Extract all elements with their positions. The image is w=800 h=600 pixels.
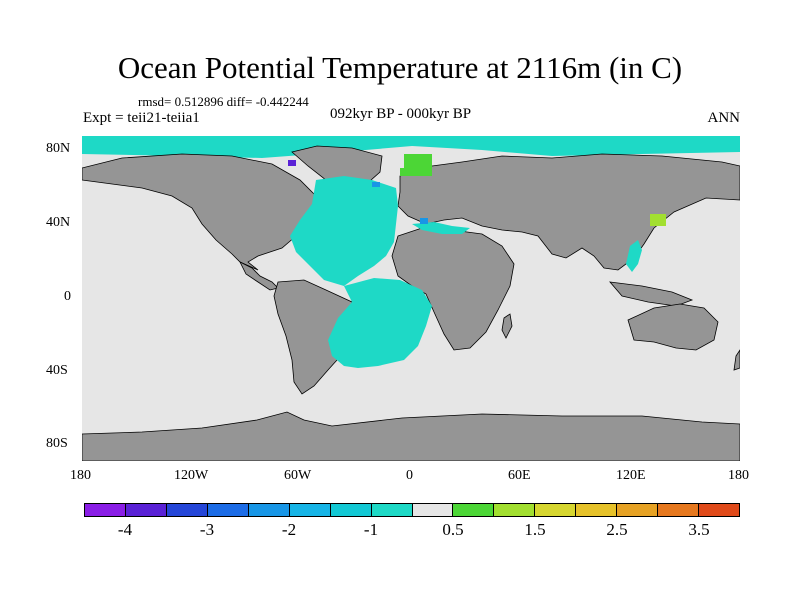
period-label: 092kyr BP - 000kyr BP — [330, 106, 472, 122]
south-america-land — [273, 279, 369, 395]
colorbar-label: -3 — [199, 520, 215, 539]
north-atlantic-anomaly — [290, 176, 398, 286]
japan-sea-warm-patch — [650, 214, 666, 226]
lat-label-40n: 40N — [46, 215, 71, 230]
colorbar-box — [494, 504, 536, 516]
lon-label-120w: 120W — [174, 468, 209, 483]
colorbar-box — [207, 504, 249, 516]
colorbar-box — [535, 504, 577, 516]
colorbar-label: 3.5 — [688, 520, 710, 539]
maritime-continent-land — [609, 281, 694, 307]
lat-label-40s: 40S — [46, 363, 68, 378]
colorbar-box — [125, 504, 167, 516]
australia-land — [627, 303, 719, 351]
colorbar-box — [576, 504, 618, 516]
colorbar-box — [85, 504, 126, 516]
experiment-label: Expt = teii21-teiia1 — [83, 110, 200, 126]
lon-label-120e: 120E — [616, 468, 646, 483]
colorbar-box — [412, 504, 454, 516]
colorbar-label: 1.5 — [524, 520, 546, 539]
colorbar — [84, 503, 740, 517]
lat-label-0: 0 — [64, 289, 71, 304]
nw-pacific-anomaly — [626, 240, 642, 272]
lat-label-80s: 80S — [46, 436, 68, 451]
south-atlantic-anomaly — [328, 278, 432, 368]
chart-title: Ocean Potential Temperature at 2116m (in… — [117, 50, 683, 85]
antarctica-land — [82, 411, 740, 461]
labrador-cold-patch — [372, 182, 380, 187]
mediterranean-anomaly — [412, 222, 470, 234]
colorbar-label: 2.5 — [606, 520, 628, 539]
lon-label-60w: 60W — [284, 468, 312, 483]
colorbar-label: -2 — [281, 520, 297, 539]
colorbar-box — [617, 504, 659, 516]
arctic-anomaly — [82, 136, 740, 158]
colorbar-box — [289, 504, 331, 516]
africa-land — [391, 227, 515, 351]
stats-text: rmsd= 0.512896 diff= -0.442244 — [138, 94, 309, 109]
colorbar-label: -1 — [363, 520, 379, 539]
norwegian-sea-warm-patch — [400, 154, 432, 176]
colorbar-box — [248, 504, 290, 516]
eurasia-land — [397, 153, 740, 271]
iberian-cold-patch — [420, 218, 428, 224]
baffin-bay-cold-patch — [288, 160, 296, 166]
lat-label-80n: 80N — [46, 141, 71, 156]
lon-label-60e: 60E — [508, 468, 531, 483]
colorbar-box — [330, 504, 372, 516]
colorbar-label: 0.5 — [442, 520, 464, 539]
madagascar-land — [501, 313, 513, 339]
season-label: ANN — [707, 110, 741, 126]
lon-label-180w: 180 — [70, 468, 91, 483]
new-zealand-land — [733, 349, 740, 371]
lon-label-0: 0 — [406, 468, 413, 483]
colorbar-box — [371, 504, 413, 516]
colorbar-box — [658, 504, 700, 516]
colorbar-box — [699, 504, 739, 516]
nordic-seas-neutral-patch — [394, 154, 404, 168]
north-america-land — [82, 153, 321, 271]
colorbar-label: -4 — [117, 520, 133, 539]
world-map — [82, 136, 740, 461]
colorbar-box — [453, 504, 495, 516]
lon-label-180e: 180 — [728, 468, 749, 483]
colorbar-box — [166, 504, 208, 516]
